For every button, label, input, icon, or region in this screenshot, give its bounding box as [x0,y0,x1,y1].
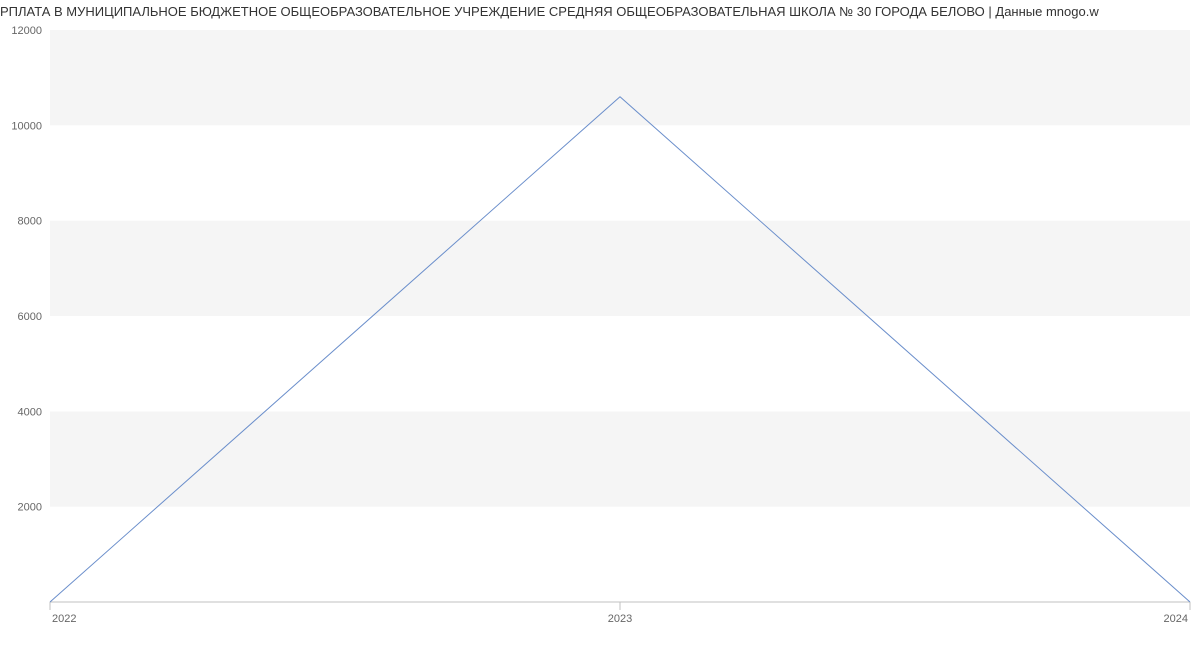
x-tick-label: 2022 [52,613,76,625]
y-tick-label: 4000 [18,406,42,418]
y-tick-label: 8000 [18,216,42,228]
y-tick-label: 6000 [18,311,42,323]
chart-title: РПЛАТА В МУНИЦИПАЛЬНОЕ БЮДЖЕТНОЕ ОБЩЕОБР… [0,4,1200,19]
x-tick-label: 2023 [608,613,632,625]
line-chart: 2000 4000 6000 8000 10000 12000 2022 2023 2024 [0,20,1200,630]
x-tick-label: 2024 [1164,613,1188,625]
y-tick-label: 10000 [11,120,42,132]
y-tick-label: 2000 [18,502,42,514]
y-tick-label: 12000 [11,25,42,37]
